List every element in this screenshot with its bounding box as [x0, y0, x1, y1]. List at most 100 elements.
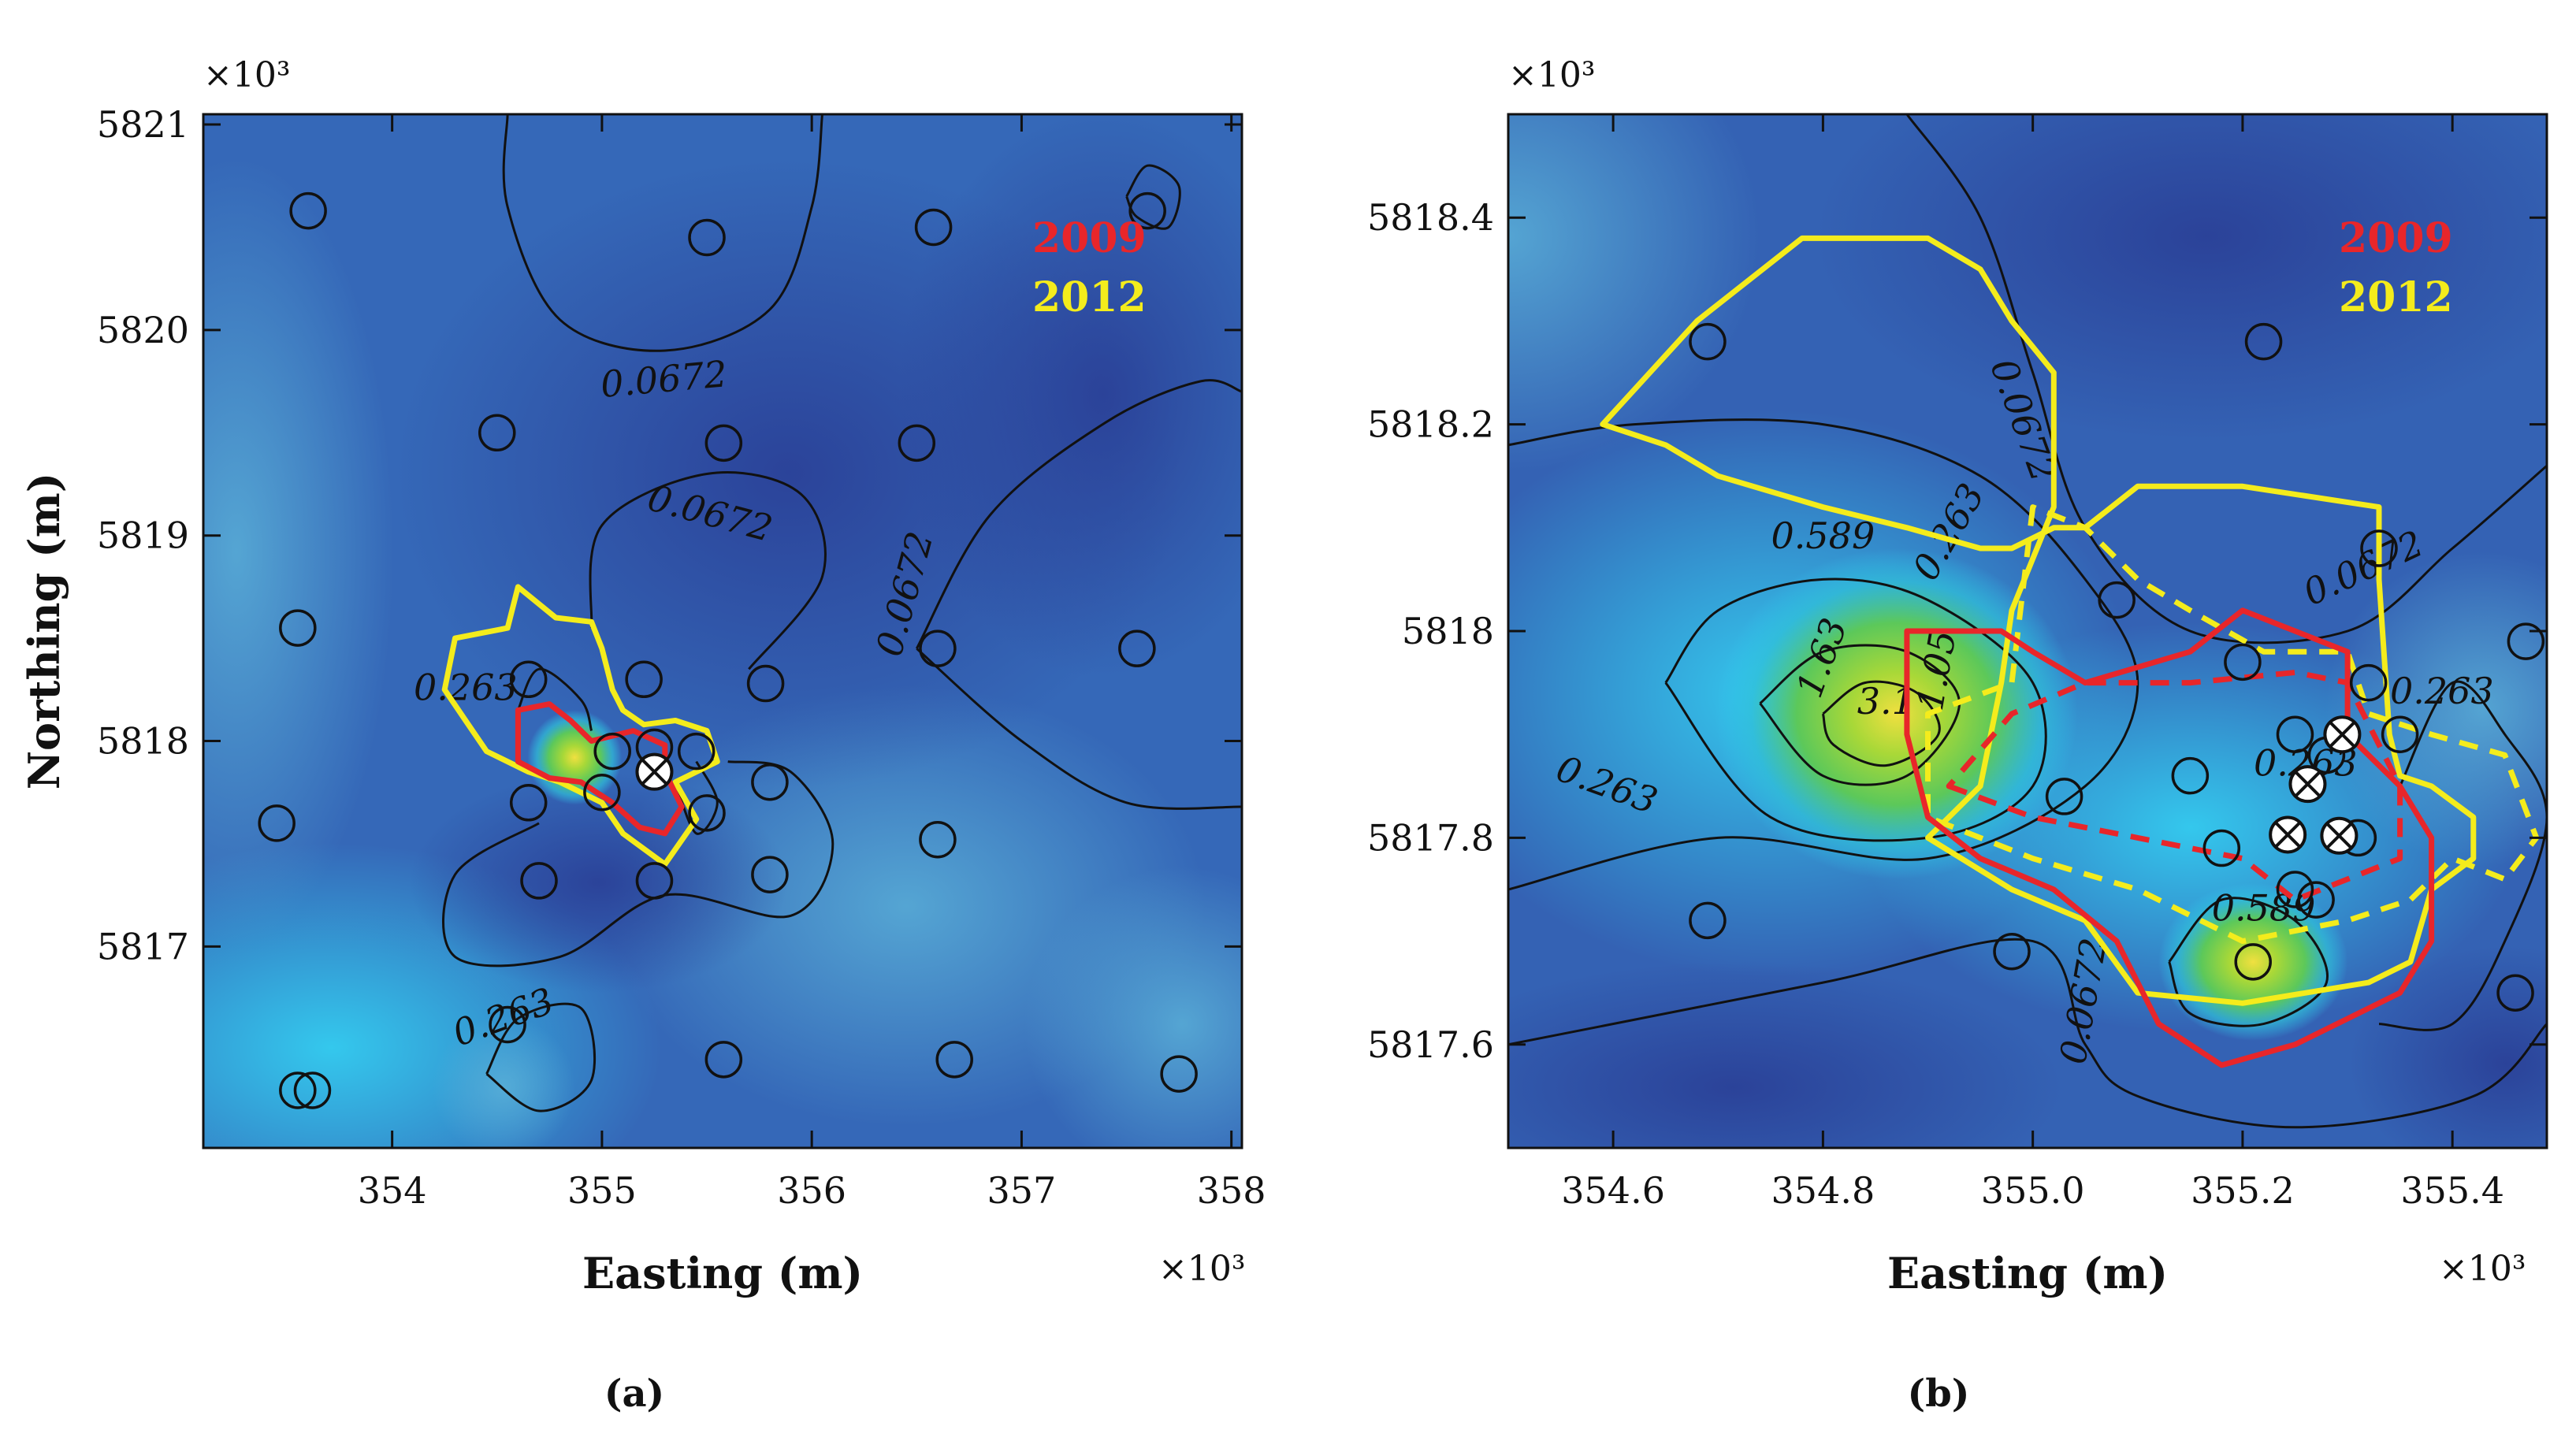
panel-a-frame: [202, 113, 1243, 1149]
x-tick-label: 356: [777, 1169, 846, 1212]
station-marker: [2276, 871, 2314, 908]
panel-a-legend-2012: 2012: [1032, 273, 1147, 321]
x-tick-label: 355.2: [2191, 1169, 2295, 1212]
station-marker: [2381, 715, 2419, 753]
contour-line: [1125, 164, 1181, 230]
y-tick-label: 5817: [97, 925, 189, 967]
station-marker: [2224, 643, 2262, 682]
station-marker: [583, 774, 621, 811]
y-tick-label: 5818: [97, 720, 189, 763]
station-marker: [258, 804, 296, 842]
station-marker: [2276, 715, 2314, 753]
y-tick-label: 5818.4: [1367, 196, 1494, 239]
station-marker: [919, 820, 957, 859]
station-marker: [935, 1041, 973, 1079]
contour-line: [485, 1002, 597, 1112]
station-marker: [1689, 322, 1727, 361]
station-marker: [625, 660, 663, 699]
injection-well-icon: [2323, 715, 2362, 754]
station-marker: [1689, 901, 1727, 940]
contour-line: [502, 114, 823, 352]
y-tick-label: 5818.2: [1367, 403, 1494, 446]
contour-line: [1508, 938, 2547, 1129]
station-marker: [293, 1071, 332, 1109]
contour-label: 0.263: [2390, 670, 2494, 712]
contour-label: 0.589: [1771, 514, 1875, 557]
station-marker: [279, 609, 317, 647]
panel-a-wells: [635, 752, 674, 791]
station-marker: [677, 732, 716, 771]
station-marker: [2098, 581, 2136, 619]
station-marker: [688, 218, 726, 257]
x-tick-label: 358: [1197, 1169, 1266, 1212]
panel-b-caption: (b): [1908, 1372, 1970, 1416]
panel-b-legend-2012: 2012: [2339, 273, 2453, 321]
y-tick-label: 5818: [1402, 610, 1494, 652]
panel-a-y-axis-title: Northing (m): [19, 473, 69, 790]
contour-line: [2168, 897, 2329, 1027]
y-tick-label: 5817.6: [1367, 1023, 1494, 1066]
station-marker: [509, 660, 548, 699]
x-tick-label: 357: [987, 1169, 1057, 1212]
station-marker: [289, 191, 327, 230]
outline-2009-dashed: [1946, 670, 2403, 903]
station-marker: [489, 1005, 526, 1044]
panel-a-y-exponent: ×10³: [203, 55, 291, 95]
station-marker: [751, 763, 789, 801]
x-tick-label: 354.8: [1771, 1169, 1875, 1212]
station-marker: [1128, 191, 1166, 230]
contour-line: [915, 379, 1242, 649]
injection-well-icon: [2269, 815, 2307, 854]
station-marker: [1993, 932, 2031, 971]
panel-b-wells: [2269, 715, 2362, 855]
station-marker: [1118, 630, 1156, 667]
station-marker: [2244, 322, 2283, 361]
station-marker: [635, 862, 674, 900]
station-marker: [2507, 622, 2545, 660]
contour-line: [589, 471, 827, 670]
y-tick-label: 5820: [97, 309, 189, 351]
panel-a-heatmap: [203, 114, 1242, 1148]
outline-2012-solid: [1600, 235, 2477, 1006]
outline-2009-solid: [1904, 607, 2435, 1068]
panel-b-stations: [1689, 322, 2545, 1012]
station-marker: [2297, 881, 2335, 919]
station-marker: [509, 784, 548, 822]
injection-well-icon: [635, 752, 674, 791]
y-tick-label: 5817.8: [1367, 816, 1494, 859]
x-tick-label: 354.6: [1561, 1169, 1665, 1212]
contour-label: 0.263: [414, 666, 518, 708]
outline-2012-dashed: [1925, 504, 2540, 945]
panel-b-contours: [1508, 114, 2547, 1129]
panel-a-stations: [258, 191, 1198, 1109]
station-marker: [478, 414, 516, 452]
station-marker: [279, 1071, 317, 1109]
contour-line: [1508, 418, 2139, 891]
outline-2009: [515, 701, 685, 837]
station-marker: [919, 630, 957, 667]
station-marker: [593, 732, 631, 771]
station-marker: [1160, 1055, 1198, 1093]
station-marker: [2496, 974, 2534, 1012]
station-marker: [2360, 529, 2398, 567]
injection-well-icon: [2320, 816, 2359, 855]
station-marker: [2349, 663, 2388, 702]
station-marker: [688, 794, 726, 832]
station-marker: [704, 1041, 743, 1079]
panel-b-x-exponent: ×10³: [2439, 1249, 2526, 1289]
panel-b-ticks: 354.6 354.8 355.0 355.2 355.4 5817.6 5817.8 581…: [1367, 114, 2547, 1212]
panel-b-x-axis-title: Easting (m): [1887, 1248, 2168, 1298]
station-marker: [746, 664, 785, 703]
panel-b-outlines: [1600, 235, 2540, 1068]
x-tick-label: 354: [358, 1169, 427, 1212]
panel-a-x-exponent: ×10³: [1158, 1249, 1246, 1289]
y-tick-label: 5821: [97, 103, 189, 146]
x-tick-label: 355: [567, 1169, 637, 1212]
station-marker: [2202, 829, 2241, 867]
panel-b-legend-2009: 2009: [2339, 214, 2453, 262]
station-marker: [2234, 943, 2272, 981]
y-tick-label: 5819: [97, 514, 189, 557]
station-marker: [898, 424, 936, 462]
